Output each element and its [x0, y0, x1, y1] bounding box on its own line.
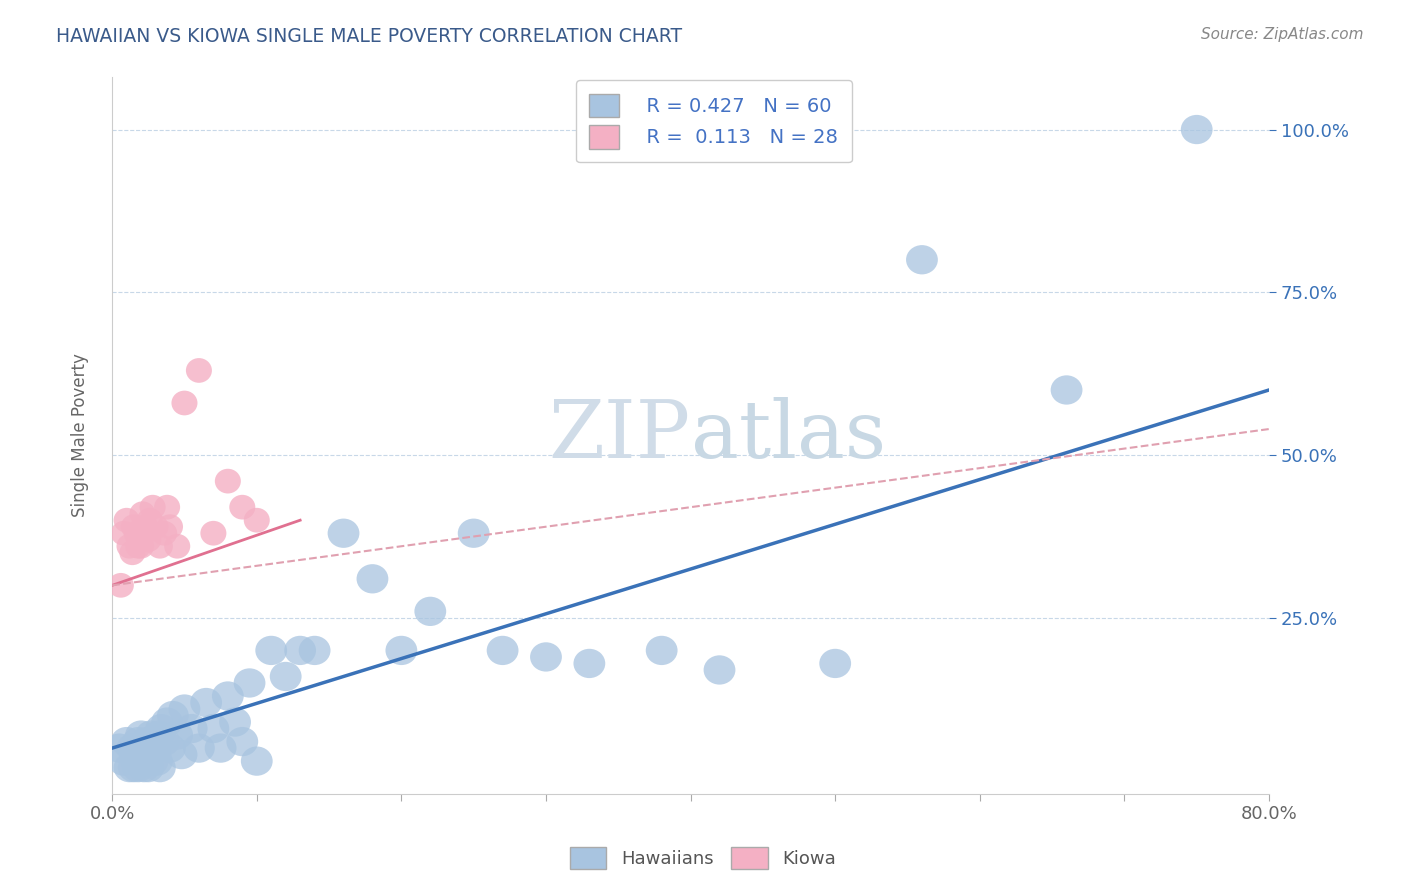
Ellipse shape	[905, 245, 938, 275]
Ellipse shape	[121, 747, 153, 776]
Ellipse shape	[486, 636, 519, 665]
Ellipse shape	[458, 518, 489, 548]
Ellipse shape	[121, 515, 146, 539]
Ellipse shape	[135, 527, 162, 552]
Ellipse shape	[226, 727, 259, 756]
Ellipse shape	[328, 518, 360, 548]
Ellipse shape	[108, 747, 139, 776]
Ellipse shape	[128, 753, 160, 782]
Ellipse shape	[117, 733, 148, 763]
Ellipse shape	[124, 740, 156, 769]
Ellipse shape	[125, 721, 157, 749]
Ellipse shape	[136, 747, 169, 776]
Ellipse shape	[229, 495, 256, 519]
Ellipse shape	[233, 668, 266, 698]
Ellipse shape	[141, 747, 173, 776]
Ellipse shape	[415, 597, 446, 626]
Ellipse shape	[120, 740, 152, 769]
Ellipse shape	[574, 648, 605, 678]
Ellipse shape	[1050, 376, 1083, 405]
Ellipse shape	[155, 495, 180, 519]
Ellipse shape	[162, 721, 193, 749]
Legend: Hawaiians, Kiowa: Hawaiians, Kiowa	[561, 838, 845, 879]
Ellipse shape	[120, 541, 145, 566]
Ellipse shape	[1181, 115, 1212, 145]
Ellipse shape	[142, 515, 169, 539]
Ellipse shape	[157, 515, 183, 539]
Ellipse shape	[117, 534, 142, 558]
Ellipse shape	[132, 515, 159, 539]
Ellipse shape	[284, 636, 316, 665]
Ellipse shape	[166, 740, 197, 769]
Ellipse shape	[142, 721, 174, 749]
Ellipse shape	[270, 662, 302, 691]
Ellipse shape	[219, 707, 252, 737]
Ellipse shape	[136, 508, 163, 533]
Ellipse shape	[152, 521, 177, 546]
Ellipse shape	[256, 636, 287, 665]
Ellipse shape	[129, 501, 156, 526]
Ellipse shape	[169, 694, 201, 723]
Ellipse shape	[155, 733, 186, 763]
Ellipse shape	[127, 527, 153, 552]
Text: ZIP: ZIP	[548, 397, 690, 475]
Ellipse shape	[385, 636, 418, 665]
Ellipse shape	[124, 521, 150, 546]
Ellipse shape	[703, 656, 735, 685]
Text: HAWAIIAN VS KIOWA SINGLE MALE POVERTY CORRELATION CHART: HAWAIIAN VS KIOWA SINGLE MALE POVERTY CO…	[56, 27, 682, 45]
Ellipse shape	[201, 521, 226, 546]
Ellipse shape	[139, 733, 172, 763]
Ellipse shape	[165, 534, 190, 558]
Ellipse shape	[104, 733, 135, 763]
Ellipse shape	[190, 688, 222, 717]
Ellipse shape	[176, 714, 208, 743]
Ellipse shape	[128, 534, 155, 558]
Ellipse shape	[108, 573, 134, 598]
Ellipse shape	[212, 681, 243, 711]
Ellipse shape	[645, 636, 678, 665]
Text: Source: ZipAtlas.com: Source: ZipAtlas.com	[1201, 27, 1364, 42]
Ellipse shape	[114, 508, 139, 533]
Ellipse shape	[111, 727, 142, 756]
Ellipse shape	[298, 636, 330, 665]
Ellipse shape	[125, 534, 152, 558]
Ellipse shape	[145, 714, 177, 743]
Ellipse shape	[215, 469, 240, 493]
Ellipse shape	[139, 495, 166, 519]
Ellipse shape	[134, 740, 166, 769]
Ellipse shape	[131, 727, 163, 756]
Ellipse shape	[357, 564, 388, 593]
Ellipse shape	[146, 534, 173, 558]
Ellipse shape	[114, 753, 145, 782]
Ellipse shape	[111, 521, 136, 546]
Y-axis label: Single Male Poverty: Single Male Poverty	[72, 353, 89, 517]
Ellipse shape	[172, 391, 197, 416]
Ellipse shape	[820, 648, 851, 678]
Ellipse shape	[148, 727, 180, 756]
Ellipse shape	[122, 727, 155, 756]
Ellipse shape	[118, 753, 150, 782]
Ellipse shape	[129, 747, 162, 776]
Text: atlas: atlas	[690, 397, 886, 475]
Ellipse shape	[152, 707, 183, 737]
Ellipse shape	[243, 508, 270, 533]
Ellipse shape	[205, 733, 236, 763]
Legend:   R = 0.427   N = 60,   R =  0.113   N = 28: R = 0.427 N = 60, R = 0.113 N = 28	[576, 80, 852, 162]
Ellipse shape	[197, 714, 229, 743]
Ellipse shape	[128, 733, 160, 763]
Ellipse shape	[135, 721, 167, 749]
Ellipse shape	[183, 733, 215, 763]
Ellipse shape	[122, 753, 155, 782]
Ellipse shape	[240, 747, 273, 776]
Ellipse shape	[143, 753, 176, 782]
Ellipse shape	[132, 753, 165, 782]
Ellipse shape	[530, 642, 562, 672]
Ellipse shape	[186, 358, 212, 383]
Ellipse shape	[131, 521, 157, 546]
Ellipse shape	[157, 701, 188, 731]
